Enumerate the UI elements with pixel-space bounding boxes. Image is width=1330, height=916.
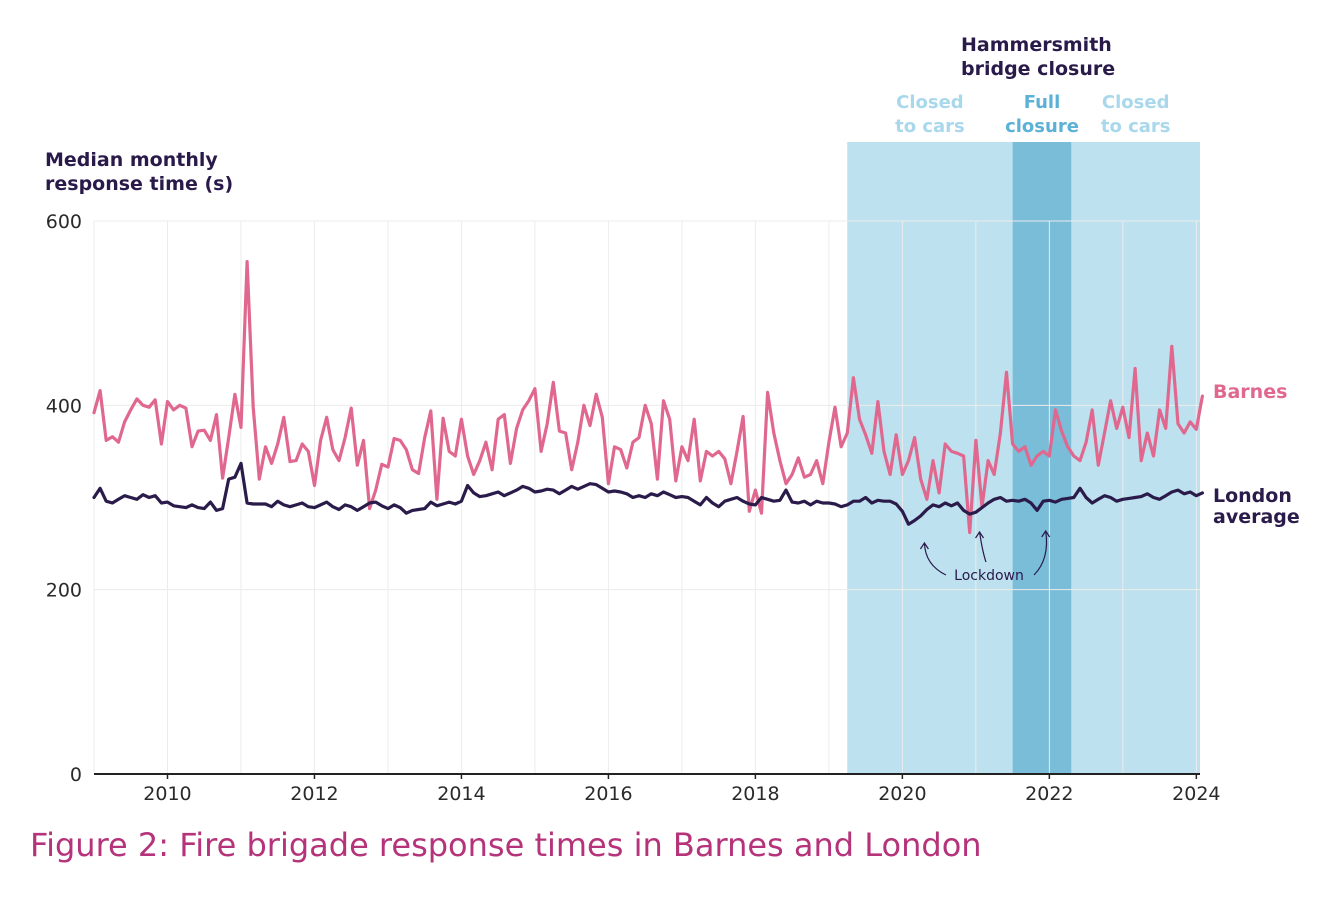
- series-line-0: [92, 260, 1205, 535]
- y-axis-label-1: response time (s): [45, 173, 233, 195]
- closure-title-0: Hammersmith: [961, 34, 1112, 56]
- lockdown-arrowhead-2: [1041, 529, 1051, 538]
- band-1: [1012, 142, 1072, 774]
- x-tick-2010: 2010: [143, 783, 191, 805]
- y-tick-200: 200: [46, 580, 82, 602]
- lockdown-arrow-2: [1033, 530, 1048, 576]
- band-label-0-0: Closed: [896, 92, 964, 113]
- series-line-1: [92, 461, 1205, 526]
- lockdown-arrowhead-1: [975, 530, 985, 539]
- lockdown-arrow-1: [978, 531, 987, 563]
- labels: Closed to cars Full closure Closed to cars Med…: [45, 34, 1300, 584]
- band-0: [847, 142, 1013, 774]
- x-tick-2022: 2022: [1025, 783, 1073, 805]
- band-label-0-1: to cars: [895, 116, 965, 137]
- y-axis-label-0: Median monthly: [45, 149, 218, 171]
- x-tick-2024: 2024: [1172, 783, 1220, 805]
- band-label-2-1: to cars: [1101, 116, 1171, 137]
- y-tick-600: 600: [46, 211, 82, 233]
- closure-bands: [847, 142, 1200, 774]
- band-2: [1071, 142, 1200, 774]
- lockdown-label: Lockdown: [954, 568, 1024, 584]
- x-tick-2014: 2014: [437, 783, 485, 805]
- x-tick-2018: 2018: [731, 783, 779, 805]
- series-label-london-1: average: [1213, 506, 1300, 528]
- figure-caption: Figure 2: Fire brigade response times in…: [30, 826, 982, 864]
- y-tick-0: 0: [70, 764, 82, 786]
- lockdown-arrow-0: [923, 542, 947, 576]
- axes: 0 200 400 600 2010 2012 2014 2016 2018 2020 2022 20…: [46, 211, 1221, 805]
- band-label-1-0: Full: [1024, 92, 1061, 113]
- band-label-2-0: Closed: [1102, 92, 1170, 113]
- closure-title-1: bridge closure: [961, 58, 1115, 80]
- x-tick-2020: 2020: [878, 783, 926, 805]
- lockdown-arrowhead-0: [919, 541, 929, 550]
- band-label-1-1: closure: [1005, 116, 1079, 137]
- series-label-london-0: London: [1213, 485, 1292, 507]
- series-label-barnes: Barnes: [1213, 381, 1287, 403]
- series-lines: [92, 260, 1205, 535]
- y-tick-400: 400: [46, 395, 82, 417]
- x-tick-2012: 2012: [290, 783, 338, 805]
- x-tick-2016: 2016: [584, 783, 632, 805]
